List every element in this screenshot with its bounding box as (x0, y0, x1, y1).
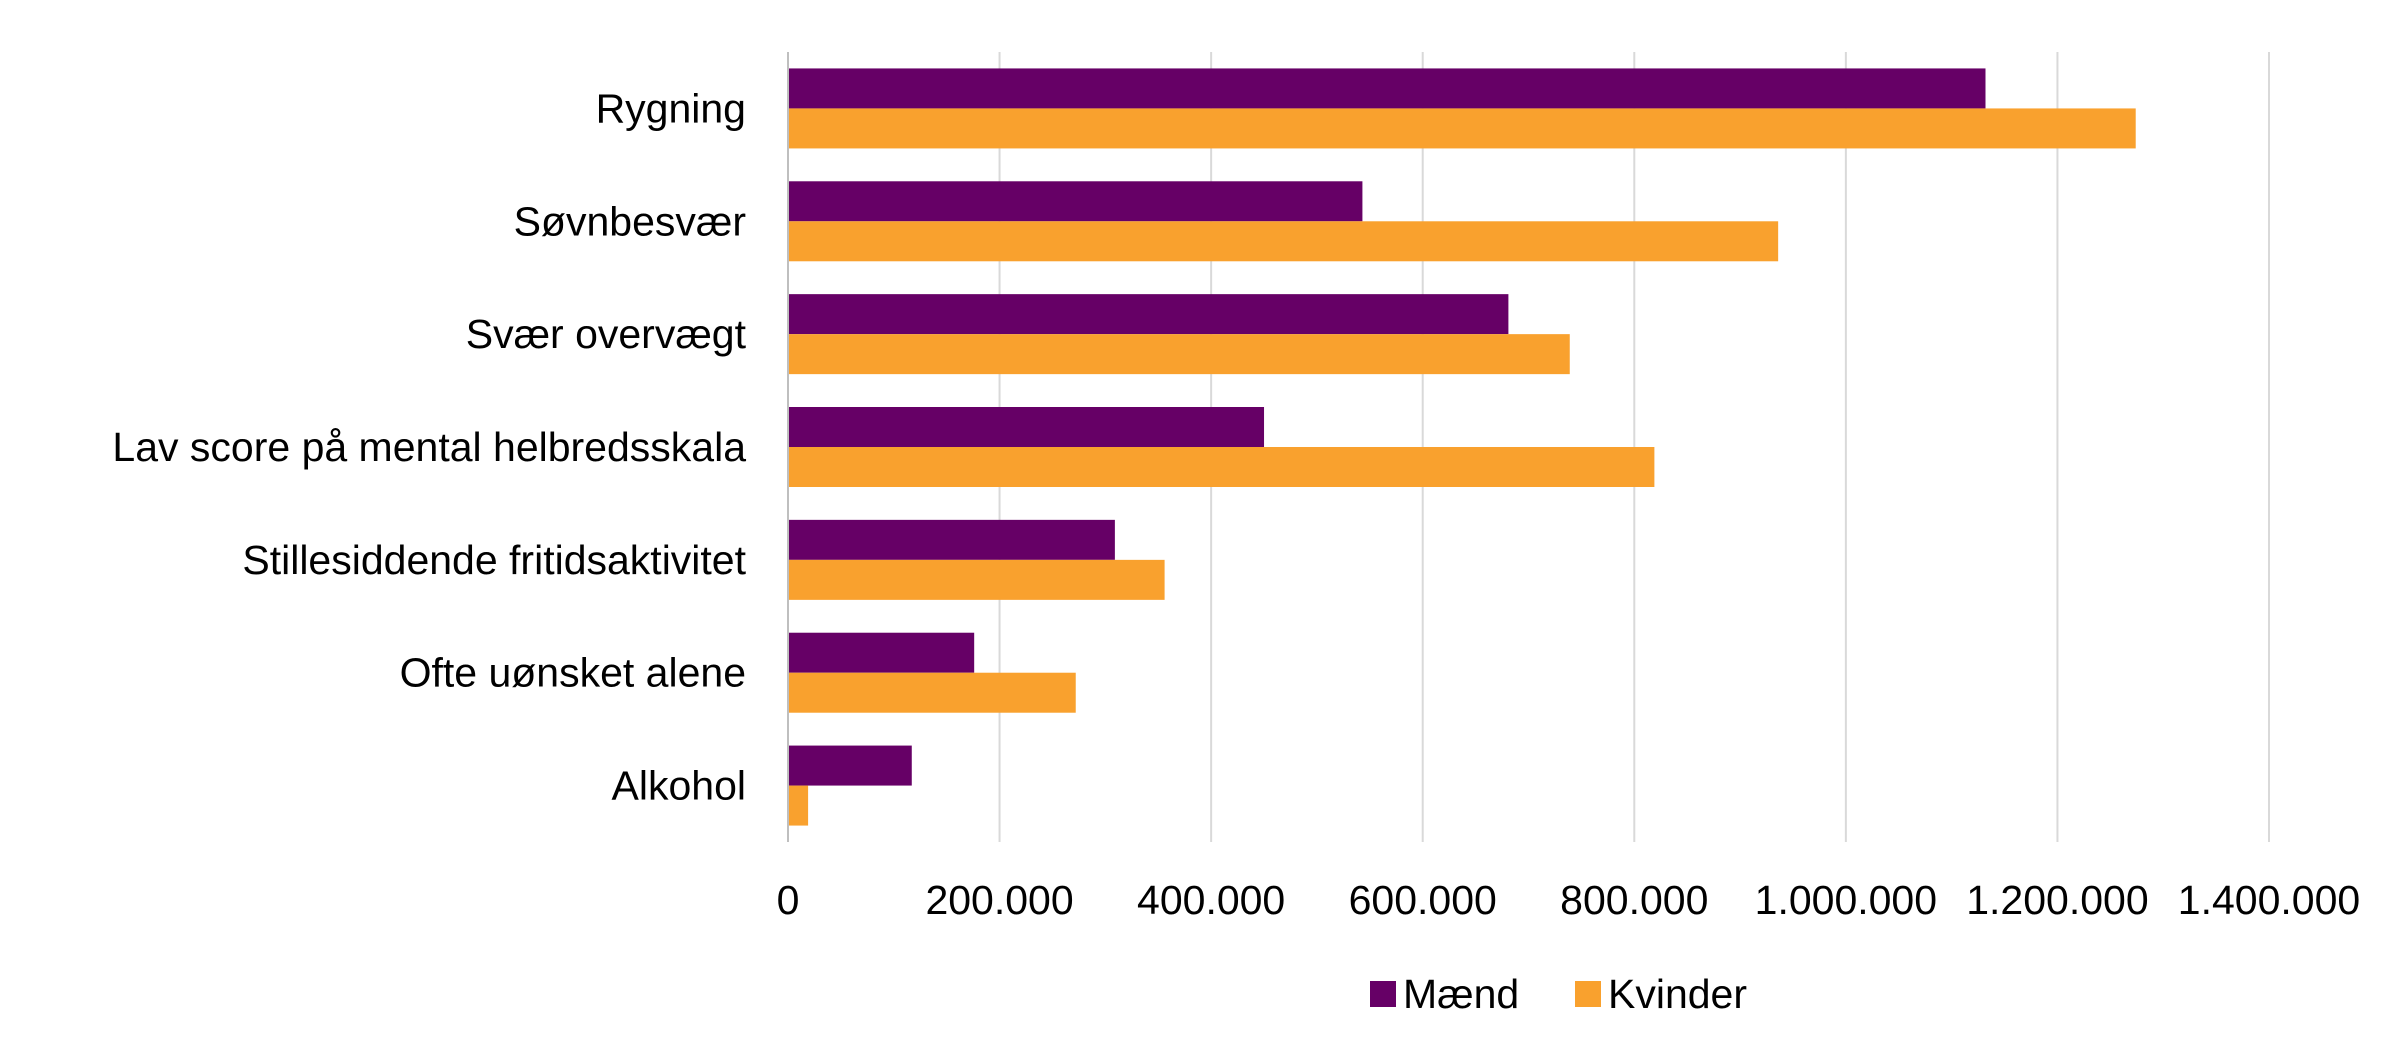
category-label: Svær overvægt (466, 311, 747, 357)
bar-kvinder-alkohol (788, 785, 809, 826)
legend-label-kvinder: Kvinder (1608, 971, 1747, 1017)
legend: Mænd Kvinder (1370, 971, 1747, 1017)
category-label: Ofte uønsket alene (400, 650, 746, 696)
category-labels: Rygning Søvnbesvær Svær overvægt Lav score … (112, 85, 746, 808)
bar-maend-ofte-uoensket-alene (788, 632, 975, 673)
x-tick-label: 1.400.000 (2178, 877, 2360, 923)
x-tick-label: 800.000 (1560, 877, 1708, 923)
category-label: Rygning (596, 85, 746, 131)
x-tick-label: 1.200.000 (1966, 877, 2148, 923)
bar-kvinder-ofte-uoensket-alene (788, 672, 1076, 713)
legend-swatch-kvinder (1575, 981, 1601, 1007)
category-label: Lav score på mental helbredsskala (112, 424, 746, 470)
legend-swatch-maend (1370, 981, 1396, 1007)
category-label: Stillesiddende fritidsaktivitet (242, 537, 746, 583)
x-tick-label: 1.000.000 (1755, 877, 1937, 923)
bar-kvinder-rygning (788, 108, 2136, 149)
bar-maend-lav-score-paa-mental-helbredsskala (788, 407, 1265, 447)
bar-maend-svaer-overvaegt (788, 294, 1509, 335)
category-label: Søvnbesvær (514, 198, 746, 244)
bar-maend-stillesiddende-fritidsaktivitet (788, 519, 1115, 560)
x-tick-label: 600.000 (1349, 877, 1497, 923)
bar-maend-rygning (788, 68, 1986, 109)
bar-kvinder-soevnbesvaer (788, 221, 1779, 262)
legend-label-maend: Mænd (1403, 971, 1519, 1017)
bar-kvinder-lav-score-paa-mental-helbredsskala (788, 447, 1655, 487)
x-tick-label: 200.000 (925, 877, 1073, 923)
x-tick-label: 400.000 (1137, 877, 1285, 923)
x-tick-labels: 0 200.000 400.000 600.000 800.000 1.000.000 1.… (777, 877, 2361, 923)
bar-kvinder-svaer-overvaegt (788, 334, 1570, 375)
x-tick-label: 0 (777, 877, 800, 923)
category-label: Alkohol (612, 763, 746, 809)
bar-maend-alkohol (788, 745, 912, 786)
bars (788, 68, 2136, 826)
bar-kvinder-stillesiddende-fritidsaktivitet (788, 559, 1165, 600)
bar-maend-soevnbesvaer (788, 181, 1363, 222)
